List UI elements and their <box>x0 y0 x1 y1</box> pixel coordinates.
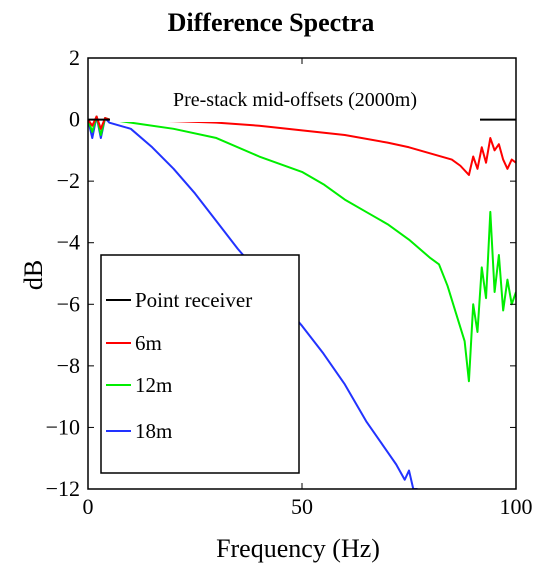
x-axis-label: Frequency (Hz) <box>216 534 380 563</box>
legend-entry-point-receiver: Point receiver <box>106 288 252 312</box>
x-tick-label: 100 <box>500 494 533 519</box>
x-tick-label: 0 <box>83 494 94 519</box>
chart-title: Difference Spectra <box>167 8 375 37</box>
legend-entry-18m: 18m <box>106 419 172 443</box>
legend-entry-12m: 12m <box>106 373 172 397</box>
y-axis-label: dB <box>19 260 48 290</box>
legend-box <box>100 254 300 474</box>
y-tick-label: 2 <box>69 45 80 70</box>
y-tick-label: −12 <box>46 476 80 501</box>
annotation-box: Pre-stack mid-offsets (2000m) <box>110 78 480 122</box>
y-tick-label: 0 <box>69 107 80 132</box>
legend-entry-6m: 6m <box>106 331 162 355</box>
annotation-text: Pre-stack mid-offsets (2000m) <box>173 89 417 111</box>
y-tick-label: −6 <box>57 291 80 316</box>
y-tick-label: −4 <box>57 230 80 255</box>
legend-label-12m: 12m <box>135 373 172 397</box>
x-tick-label: 50 <box>291 494 313 519</box>
y-tick-label: −10 <box>46 414 80 439</box>
legend-label-point-receiver: Point receiver <box>135 288 252 312</box>
legend: Point receiver 6m 12m 18m <box>100 254 300 474</box>
legend-label-18m: 18m <box>135 419 172 443</box>
legend-label-6m: 6m <box>135 331 162 355</box>
y-tick-label: −8 <box>57 353 80 378</box>
y-tick-label: −2 <box>57 168 80 193</box>
